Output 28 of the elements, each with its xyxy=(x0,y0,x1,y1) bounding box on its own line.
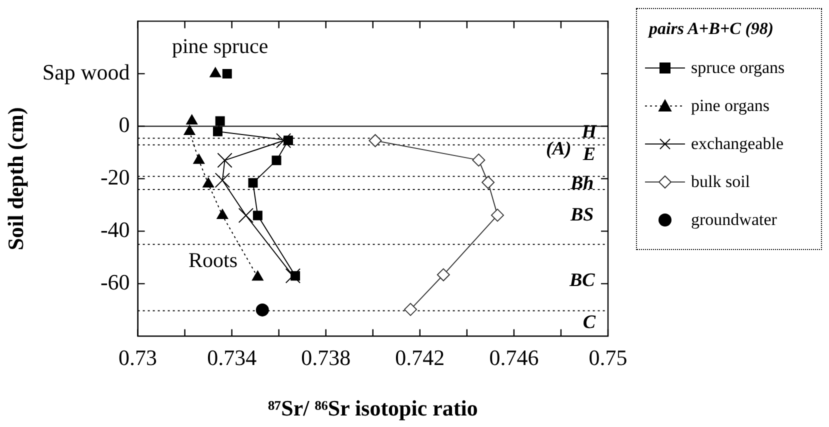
legend-title: pairs A+B+C (98) xyxy=(649,19,775,39)
annotation: Roots xyxy=(188,248,238,272)
annotation: BC xyxy=(568,270,596,291)
annotation: Bh xyxy=(570,172,594,194)
annotation: H xyxy=(580,122,598,143)
x-tick-label: 0.742 xyxy=(395,345,445,370)
x-tick-label: 0.734 xyxy=(207,345,257,370)
annotation: pine spruce xyxy=(172,34,268,58)
y-tick-label: -40 xyxy=(100,216,130,242)
x-axis-title: ⁸⁷Sr/ ⁸⁶Sr isotopic ratio xyxy=(268,395,478,420)
x-tick-label: 0.746 xyxy=(489,345,539,370)
x-tick-label: 0.738 xyxy=(301,345,351,370)
legend-label: bulk soil xyxy=(691,172,750,192)
annotation: (A) xyxy=(546,138,572,160)
annotation: C xyxy=(582,312,596,333)
legend-label: spruce organs xyxy=(691,58,785,78)
y-tick-label: -20 xyxy=(100,164,130,190)
y-tick-label: Sap wood xyxy=(42,59,130,84)
legend-label: groundwater xyxy=(691,210,777,230)
x-tick-label: 0.73 xyxy=(118,345,158,370)
annotation: BS xyxy=(570,204,594,226)
x-tick-label: 0.75 xyxy=(588,345,628,370)
annotation: E xyxy=(582,144,596,165)
y-tick-label: 0 xyxy=(118,112,130,137)
legend-label: pine organs xyxy=(691,96,770,116)
y-axis-title: Soil depth (cm) xyxy=(2,107,28,250)
y-tick-label: -60 xyxy=(100,269,130,294)
legend-label: exchangeable xyxy=(691,134,784,154)
